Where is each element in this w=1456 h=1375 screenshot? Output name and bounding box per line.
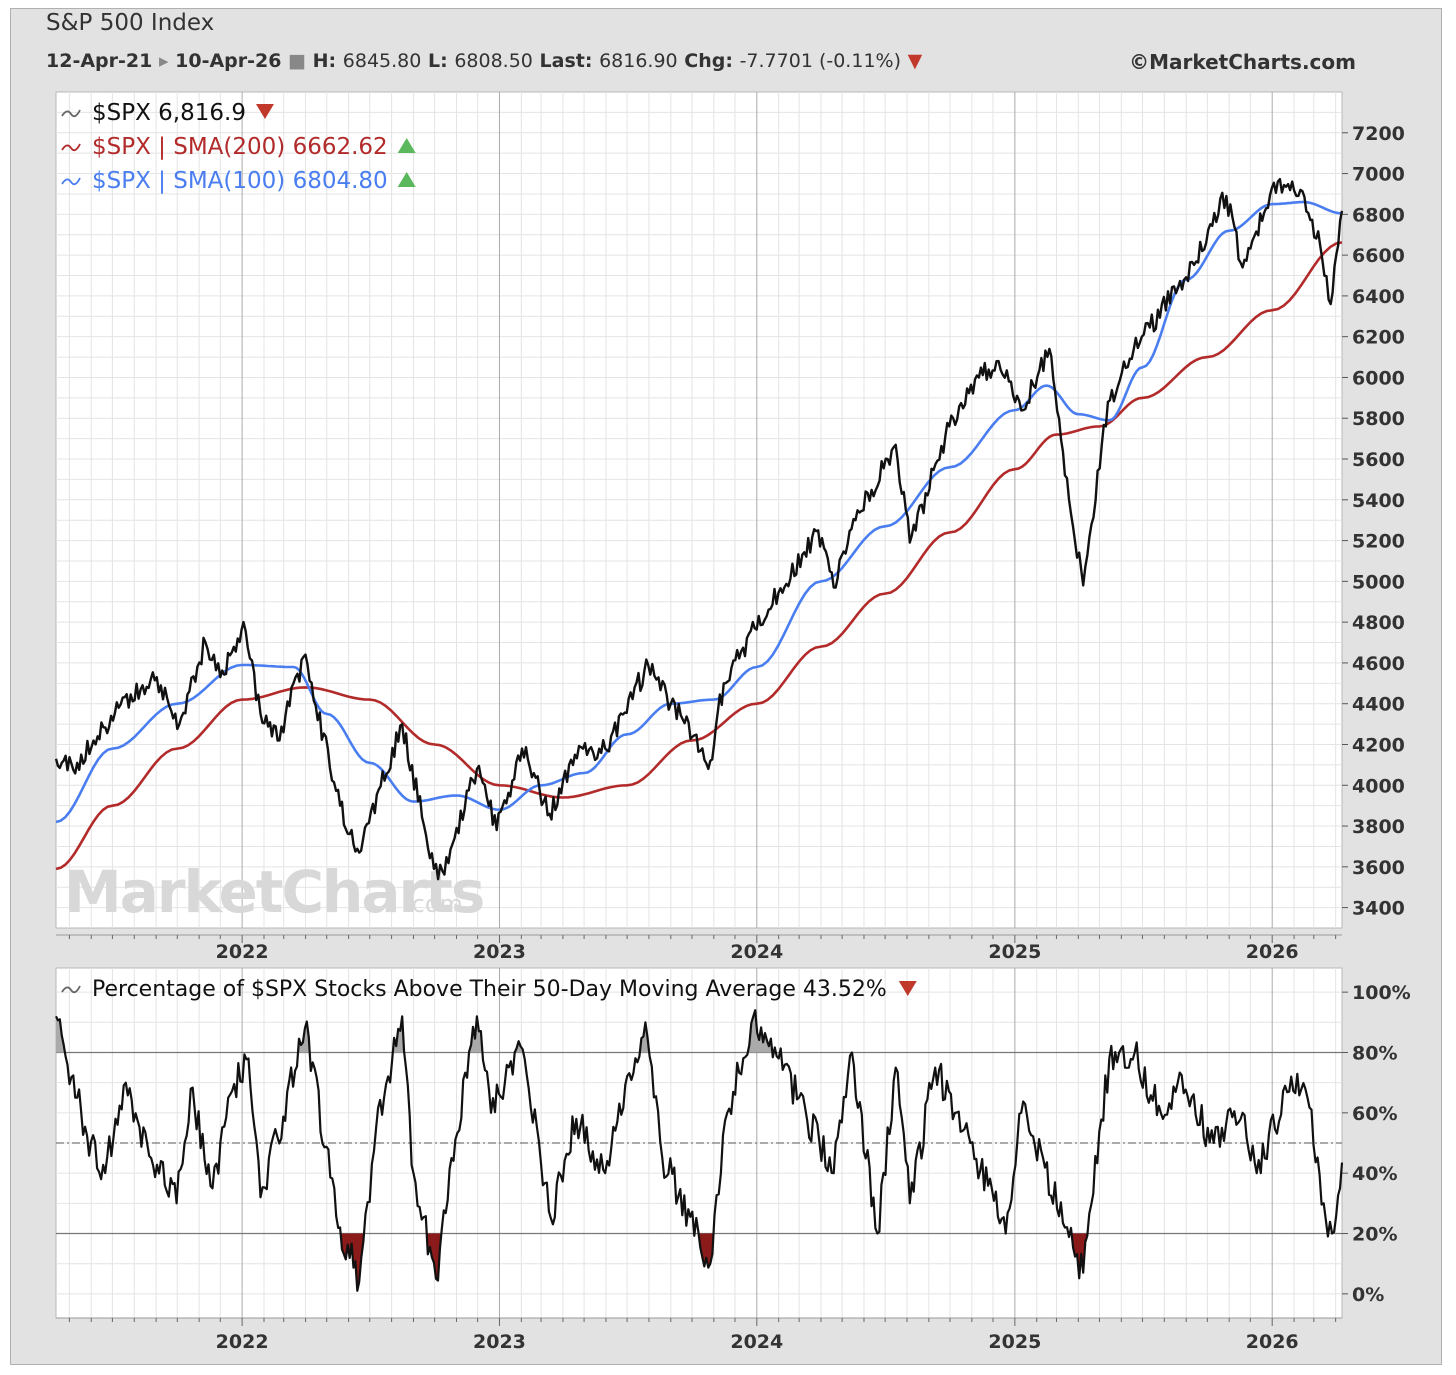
legend-label: $SPX | SMA(200) 6662.62: [92, 134, 388, 160]
last-label: Last:: [539, 50, 593, 72]
y-tick-label: 3600: [1352, 857, 1405, 879]
copyright: ©MarketCharts.com: [1129, 50, 1356, 74]
x-tick-label: 2025: [988, 941, 1041, 963]
y-tick-label: 6600: [1352, 245, 1405, 267]
date-end: 10-Apr-26: [175, 50, 282, 72]
legend-entry: $SPX | SMA(100) 6804.80: [61, 168, 416, 194]
y-tick-label: 6200: [1352, 327, 1405, 349]
x-tick-label: 2022: [216, 1331, 269, 1353]
y-tick-label: 4200: [1352, 734, 1405, 756]
x-axis: 2022 2023 2024 2025 2026: [56, 934, 1342, 963]
low-value: 6808.50: [454, 50, 533, 72]
y-tick-label: 3800: [1352, 816, 1405, 838]
date-start: 12-Apr-21: [46, 50, 153, 72]
series-line-sma100: [55, 200, 1343, 824]
y-tick-label: 7000: [1352, 164, 1405, 186]
y-tick-label: 3400: [1352, 898, 1405, 920]
breadth-panel: 0% 20% 40% 60% 80% 100% 2022 2023 2024 2025 2026 Pe…: [55, 967, 1411, 1353]
grid: [56, 968, 1342, 1318]
high-value: 6845.80: [342, 50, 422, 72]
series-line-breadth: [55, 1009, 1344, 1292]
y-tick-label: 4000: [1352, 775, 1405, 797]
watermark-suffix: .com: [404, 890, 463, 918]
y-tick-label: 0%: [1352, 1284, 1384, 1306]
legend-label: Percentage of $SPX Stocks Above Their 50…: [92, 977, 887, 1002]
y-tick-label: 6400: [1352, 286, 1405, 308]
y-tick-label: 6000: [1352, 367, 1405, 389]
legend-entry: $SPX 6,816.9: [61, 100, 274, 126]
last-value: 6816.90: [599, 50, 678, 72]
y-tick-label: 20%: [1352, 1224, 1397, 1246]
high-label: H:: [312, 50, 337, 72]
x-tick-label: 2026: [1246, 941, 1299, 963]
up-triangle-icon: [397, 172, 416, 187]
square-icon: ■: [288, 50, 307, 72]
arrow-right-icon: ▸: [158, 50, 169, 72]
chg-label: Chg:: [684, 50, 733, 72]
legend-label: $SPX | SMA(100) 6804.80: [92, 168, 388, 194]
y-tick-label: 4600: [1352, 653, 1405, 675]
y-tick-label: 6800: [1352, 204, 1405, 226]
x-tick-label: 2025: [988, 1331, 1041, 1353]
y-tick-label: 5000: [1352, 571, 1405, 593]
watermark: MarketCharts: [64, 858, 483, 926]
y-tick-label: 4400: [1352, 694, 1405, 716]
line-series-icon: [61, 177, 81, 186]
legend-label: $SPX 6,816.9: [92, 100, 246, 126]
plot-area: [55, 91, 1343, 929]
x-tick-label: 2024: [730, 1331, 783, 1353]
down-triangle-icon: [255, 104, 274, 119]
down-triangle-icon: [898, 981, 917, 996]
y-tick-label: 5200: [1352, 531, 1405, 553]
x-tick-label: 2026: [1246, 1331, 1299, 1353]
low-label: L:: [427, 50, 448, 72]
chart-summary-line: 12-Apr-21 ▸ 10-Apr-26 ■ H: 6845.80 L: 68…: [46, 50, 922, 72]
y-tick-label: 5600: [1352, 449, 1405, 471]
y-tick-label: 7200: [1352, 123, 1405, 145]
series-line-sma200: [55, 241, 1343, 871]
chg-value: -7.7701 (-0.11%): [739, 50, 901, 72]
x-tick-label: 2024: [730, 941, 783, 963]
y-tick-label: 60%: [1352, 1103, 1397, 1125]
series-line-spx: [54, 177, 1344, 881]
down-triangle-icon: ▼: [907, 50, 923, 72]
y-tick-label: 80%: [1352, 1042, 1397, 1064]
y-tick-label: 5800: [1352, 408, 1405, 430]
legend-entry: $SPX | SMA(200) 6662.62: [61, 134, 416, 160]
legend-entry: Percentage of $SPX Stocks Above Their 50…: [61, 977, 917, 1002]
chart-title: S&P 500 Index: [46, 10, 215, 36]
price-panel: 3400 3600 3800 4000 4200 4400 4600 4800 5000 5200…: [54, 91, 1405, 963]
x-tick-label: 2023: [473, 1331, 526, 1353]
x-axis: 2022 2023 2024 2025 2026: [56, 1317, 1342, 1353]
line-series-icon: [61, 109, 81, 118]
y-tick-label: 5400: [1352, 490, 1405, 512]
y-tick-label: 4800: [1352, 612, 1405, 634]
x-tick-label: 2022: [216, 941, 269, 963]
line-series-icon: [61, 143, 81, 152]
line-series-icon: [61, 985, 81, 994]
y-tick-label: 100%: [1352, 982, 1411, 1004]
x-tick-label: 2023: [473, 941, 526, 963]
up-triangle-icon: [397, 138, 416, 153]
y-tick-label: 40%: [1352, 1163, 1397, 1185]
